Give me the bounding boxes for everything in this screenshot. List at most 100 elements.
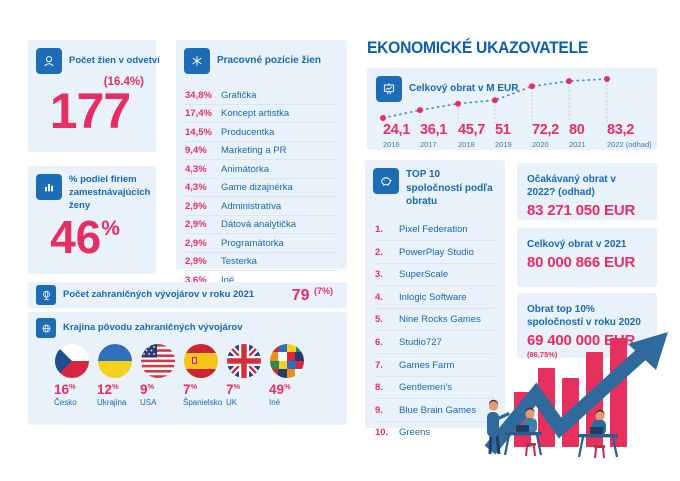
expected-turnover-box: Očakávaný obrat v 2022? (odhad) 83 271 0… bbox=[517, 163, 657, 220]
list-item: 9. Blue Brain Games bbox=[375, 399, 495, 422]
foreign-devs-value: 79 (7%) bbox=[291, 285, 333, 304]
country-name: Ukrajina bbox=[97, 397, 127, 407]
list-item: 14,5% Producentka bbox=[185, 123, 338, 142]
value-box-label: Obrat top 10% spoločností v roku 2020 bbox=[527, 304, 641, 328]
country-name: Česko bbox=[54, 397, 77, 407]
turnover-chart-card: Celkový obrat v M EUR 24,1 2016 36,1 2017 … bbox=[367, 68, 657, 150]
growth-illustration bbox=[484, 332, 668, 459]
companies-share-header: % podiel firiem zamestnávajúcich ženy bbox=[28, 166, 156, 220]
list-item: 3,6% Iné bbox=[185, 274, 235, 286]
country-czechia: 16% Česko bbox=[50, 344, 93, 407]
positions-list: 34,8% Grafička 17,4% Koncept artistka 14,5… bbox=[185, 86, 338, 289]
origin-flags-row: 16% Česko 12% Ukrajina bbox=[50, 344, 308, 407]
chart-point-label: 83,2 2022 (odhad) bbox=[607, 122, 652, 149]
usa-flag-icon bbox=[140, 344, 175, 378]
turnover-chart-header: Celkový obrat v M EUR bbox=[367, 68, 657, 102]
companies-share-title: % podiel firiem zamestnávajúcich ženy bbox=[69, 174, 151, 211]
percent-sign: % bbox=[101, 217, 120, 240]
czech-flag-icon bbox=[54, 344, 89, 378]
org-chart-icon bbox=[184, 48, 210, 74]
list-item: 2,9% Testerka bbox=[185, 253, 338, 271]
country-percent: 16% bbox=[54, 382, 76, 397]
origin-title: Krajina pôvodu zahraničných vývojárov bbox=[63, 321, 243, 333]
piggy-bank-icon bbox=[373, 168, 399, 194]
list-item: 3. SuperScale bbox=[375, 264, 495, 287]
globe-stand-icon bbox=[36, 285, 56, 305]
economic-section-heading: EKONOMICKÉ UKAZOVATELE bbox=[367, 38, 589, 57]
list-item: 2,9% Programátorka bbox=[185, 234, 338, 253]
globe-icon bbox=[36, 318, 56, 338]
spain-flag-icon bbox=[183, 344, 218, 378]
top10-list: 1. Pixel Federation 2. PowerPlay Studio 3.… bbox=[375, 219, 495, 444]
list-item: 4. Inlogic Software bbox=[375, 286, 495, 309]
country-uk: 7% UK bbox=[222, 344, 265, 407]
list-item: 4,3% Animátorka bbox=[185, 160, 338, 179]
country-percent: 9% bbox=[140, 382, 155, 397]
uk-flag-icon bbox=[226, 344, 261, 378]
list-item: 2,9% Administratíva bbox=[185, 197, 338, 216]
value-box-value: 80 000 866 EUR bbox=[527, 254, 636, 271]
value-box-label: Očakávaný obrat v 2022? (odhad) bbox=[527, 174, 616, 198]
country-name: USA bbox=[140, 397, 157, 407]
origin-card-header: Krajina pôvodu zahraničných vývojárov bbox=[28, 312, 347, 344]
women-count-card: Počet žien v odvetví (16.4%) 177 bbox=[28, 40, 160, 152]
chart-point-label: 51 2019 bbox=[495, 122, 512, 149]
top10-turnover-box: Obrat top 10% spoločností v roku 2020 69… bbox=[517, 293, 657, 359]
country-name: Iné bbox=[269, 397, 281, 407]
value-box-label: Celkový obrat v 2021 bbox=[527, 239, 627, 250]
top10-card: TOP 10 spoločností podľa obratu 1. Pixel … bbox=[365, 160, 505, 438]
bar-chart-icon bbox=[36, 174, 62, 200]
foreign-devs-header: Počet zahraničných vývojárov v roku 2021… bbox=[28, 282, 347, 308]
women-count-value: 177 bbox=[49, 83, 131, 139]
list-item: 8. Gentlemen's bbox=[375, 377, 495, 400]
total-turnover-box: Celkový obrat v 2021 80 000 866 EUR bbox=[517, 228, 657, 287]
list-item: 9,4% Marketing a PR bbox=[185, 142, 338, 160]
growth-arrow-icon bbox=[484, 332, 668, 455]
foreign-devs-title: Počet zahraničných vývojárov v roku 2021 bbox=[63, 288, 255, 300]
turnover-chart-title: Celkový obrat v M EUR bbox=[409, 83, 519, 95]
country-name: UK bbox=[226, 397, 238, 407]
value-box-value: 83 271 050 EUR bbox=[527, 202, 636, 219]
value-box-value: 69 400 000 EUR bbox=[527, 332, 636, 349]
ukraine-flag-icon bbox=[97, 344, 132, 378]
country-percent: 7% bbox=[226, 382, 241, 397]
chart-point-label: 72,2 2020 bbox=[532, 122, 560, 149]
list-item: 10. Greens bbox=[375, 427, 431, 439]
turnover-chart-svg bbox=[380, 76, 610, 124]
list-item: 1. Pixel Federation bbox=[375, 219, 495, 242]
people-illustration bbox=[487, 399, 619, 459]
country-ukraine: 12% Ukrajina bbox=[93, 344, 136, 407]
women-count-card-header: Počet žien v odvetví bbox=[28, 40, 160, 82]
country-spain: 7% Španielsko bbox=[179, 344, 222, 407]
list-item: 7. Games Farm bbox=[375, 354, 495, 377]
presentation-chart-icon bbox=[376, 76, 402, 102]
list-item: 34,8% Grafička bbox=[185, 86, 338, 105]
foreign-devs-card: Počet zahraničných vývojárov v roku 2021… bbox=[28, 282, 347, 308]
top10-title: TOP 10 spoločností podľa obratu bbox=[406, 169, 493, 207]
country-usa: 9% USA bbox=[136, 344, 179, 407]
origin-card: Krajina pôvodu zahraničných vývojárov 16… bbox=[28, 312, 347, 425]
chart-point-label: 45,7 2018 bbox=[458, 122, 486, 149]
country-percent: 12% bbox=[97, 382, 119, 397]
list-item: 6. Studio727 bbox=[375, 331, 495, 355]
top10-header: TOP 10 spoločností podľa obratu bbox=[365, 160, 505, 217]
country-percent: 49% bbox=[269, 382, 291, 397]
country-percent: 7% bbox=[183, 382, 198, 397]
chart-point-label: 24,1 2016 bbox=[383, 122, 411, 149]
list-item: 4,3% Game dizajnérka bbox=[185, 179, 338, 197]
country-name: Španielsko bbox=[183, 397, 223, 407]
women-percent: (16.4%) bbox=[103, 76, 144, 88]
positions-card-header: Pracovné pozície žien bbox=[176, 40, 347, 82]
list-item: 17,4% Koncept artistka bbox=[185, 105, 338, 123]
companies-share-card: % podiel firiem zamestnávajúcich ženy 46… bbox=[28, 166, 156, 274]
companies-share-value: 46% bbox=[50, 211, 120, 263]
world-flags-icon bbox=[269, 344, 304, 378]
chart-point-label: 80 2021 bbox=[569, 122, 586, 149]
list-item: 2. PowerPlay Studio bbox=[375, 241, 495, 264]
list-item: 2,9% Dátová analytička bbox=[185, 216, 338, 234]
positions-card: Pracovné pozície žien 34,8% Grafička 17,4… bbox=[176, 40, 347, 286]
positions-title: Pracovné pozície žien bbox=[217, 55, 321, 67]
woman-icon bbox=[36, 48, 62, 74]
women-count-title: Počet žien v odvetví bbox=[69, 54, 160, 66]
